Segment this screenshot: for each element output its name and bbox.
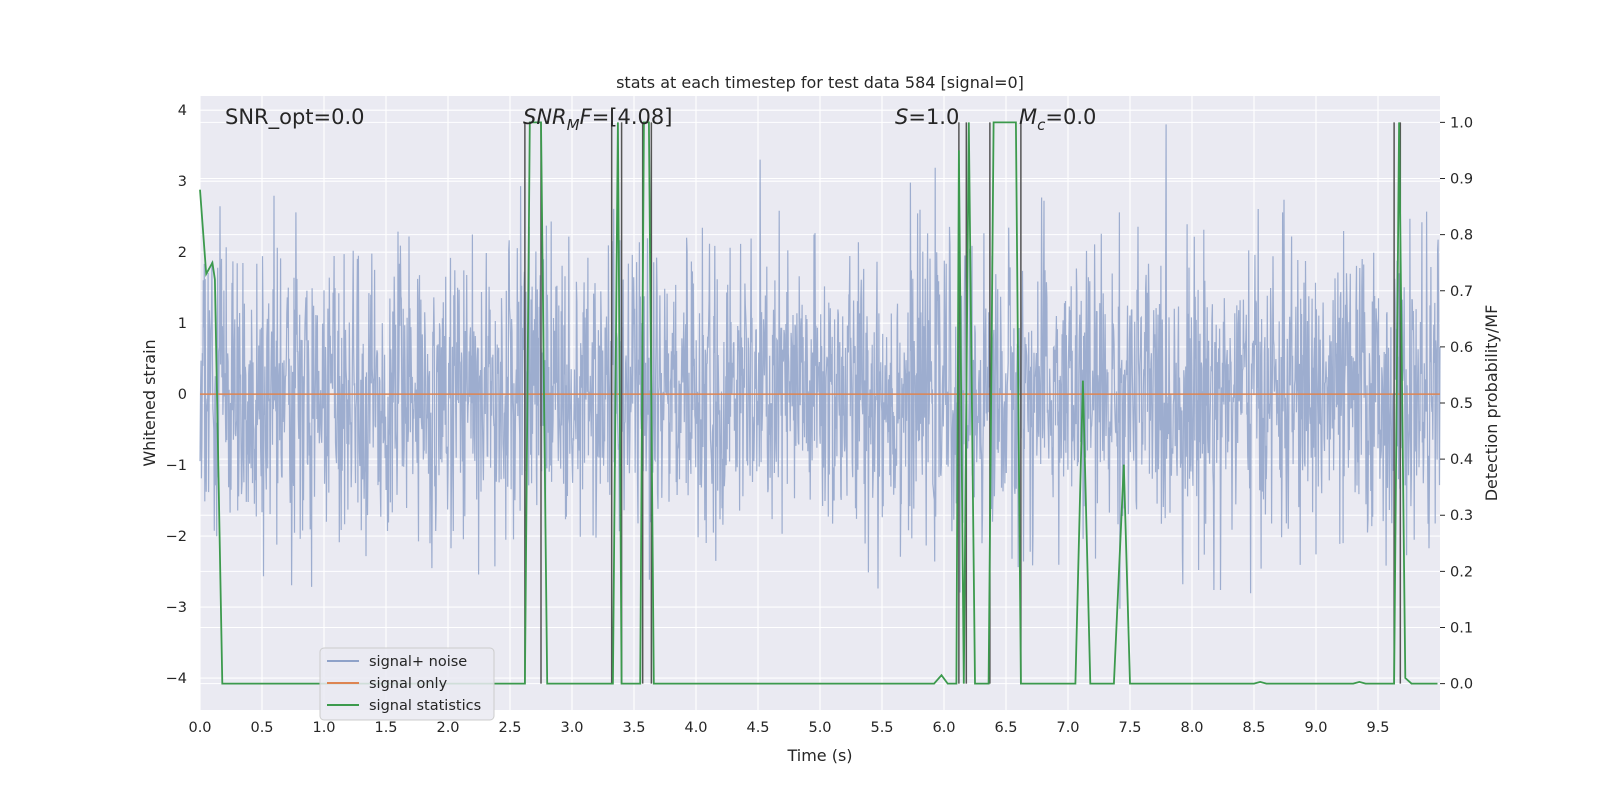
x-axis-label: Time (s) xyxy=(786,746,852,765)
legend-box xyxy=(319,647,495,721)
y-tick-label: 1 xyxy=(178,316,187,332)
x-tick-label: 5.0 xyxy=(808,720,831,736)
y2-tick-label: 0.6 xyxy=(1450,340,1473,356)
x-axis-ticks: 0.0 0.5 1.0 1.5 2.0 2.5 3.0 3.5 4.0 4.5 5.0 5.5 6.0 6… xyxy=(188,720,1389,736)
annotation-snr-mf-subscript: M xyxy=(567,116,580,134)
y2-tick-label: 0.0 xyxy=(1450,677,1473,693)
annotation-snr-mf-symbol: SNR xyxy=(523,105,567,129)
x-tick-label: 4.0 xyxy=(684,720,707,736)
x-tick-label: 1.0 xyxy=(312,720,335,736)
legend-label-signal-statistics: signal statistics xyxy=(369,698,481,714)
signal-statistics-line xyxy=(199,121,1438,685)
y-tick-label: 2 xyxy=(178,245,187,261)
y2-tick-label: 0.9 xyxy=(1450,172,1473,188)
y-axis-label: Whitened strain xyxy=(140,339,159,466)
annotation-snr-opt: SNR_opt=0.0 xyxy=(225,105,365,130)
x-tick-label: 7.5 xyxy=(1118,720,1141,736)
y2-tick-label: 0.3 xyxy=(1450,508,1473,524)
x-tick-label: 7.0 xyxy=(1056,720,1079,736)
y2-tick-label: 0.1 xyxy=(1450,620,1473,636)
annotation-mc: Mc=0.0 xyxy=(1019,105,1096,134)
annotation-snr-mf-value: =[4.08] xyxy=(592,105,673,129)
y2-tick-label: 0.7 xyxy=(1450,284,1473,300)
signal-noise-line xyxy=(199,124,1441,609)
y-tick-label: −2 xyxy=(166,529,187,545)
annotation-mc-value: =0.0 xyxy=(1045,105,1096,129)
y-tick-label: 4 xyxy=(178,103,187,119)
x-tick-label: 0.5 xyxy=(250,720,273,736)
x-tick-label: 0.0 xyxy=(188,720,211,736)
annotation-snr-mf: SNRMF=[4.08] xyxy=(523,105,672,134)
y2-tick-label: 1.0 xyxy=(1450,115,1473,131)
annotation-s: S=1.0 xyxy=(895,105,959,129)
signal-statistics-series xyxy=(199,121,1438,685)
x-tick-label: 5.5 xyxy=(870,720,893,736)
x-tick-label: 1.5 xyxy=(374,720,397,736)
y2-tick-label: 0.4 xyxy=(1450,452,1473,468)
y2-axis-label: Detection probability/MF xyxy=(1482,305,1501,502)
y2-axis-ticks: 1.0 0.9 0.8 0.7 0.6 0.5 0.4 0.3 0.2 0.1 0.0 xyxy=(1440,115,1473,693)
y-tick-label: −1 xyxy=(166,458,187,474)
x-tick-label: 8.5 xyxy=(1242,720,1265,736)
x-tick-label: 4.5 xyxy=(746,720,769,736)
y-tick-label: −4 xyxy=(166,671,187,687)
x-tick-label: 3.5 xyxy=(622,720,645,736)
x-tick-label: 8.0 xyxy=(1180,720,1203,736)
legend-label-signal-only: signal only xyxy=(369,676,448,692)
annotations: SNR_opt=0.0 SNRMF=[4.08] S=1.0 Mc=0.0 xyxy=(225,105,1096,134)
annotation-mc-subscript: c xyxy=(1037,116,1046,134)
x-tick-label: 6.5 xyxy=(994,720,1017,736)
annotation-snr-mf-f: F xyxy=(580,105,593,129)
x-tick-label: 3.0 xyxy=(560,720,583,736)
y-tick-label: 0 xyxy=(178,387,187,403)
y-tick-label: 3 xyxy=(178,174,187,190)
x-tick-label: 2.5 xyxy=(498,720,521,736)
y2-tick-label: 0.8 xyxy=(1450,228,1473,244)
x-tick-label: 9.5 xyxy=(1366,720,1389,736)
y2-tick-label: 0.5 xyxy=(1450,396,1473,412)
y-tick-label: −3 xyxy=(166,600,187,616)
chart-title: stats at each timestep for test data 584… xyxy=(616,73,1024,92)
x-tick-label: 6.0 xyxy=(932,720,955,736)
y-axis-ticks: 4 3 2 1 0 −1 −2 −3 −4 xyxy=(166,103,187,687)
annotation-mc-symbol: M xyxy=(1019,105,1037,129)
x-tick-label: 2.0 xyxy=(436,720,459,736)
y2-tick-label: 0.2 xyxy=(1450,564,1473,580)
legend: signal+ noise signal only signal statist… xyxy=(319,647,495,721)
annotation-s-value: =1.0 xyxy=(908,105,959,129)
annotation-s-symbol: S xyxy=(895,105,908,129)
x-tick-label: 9.0 xyxy=(1304,720,1327,736)
signal-noise-series xyxy=(199,124,1441,609)
legend-label-signal-noise: signal+ noise xyxy=(369,654,467,670)
